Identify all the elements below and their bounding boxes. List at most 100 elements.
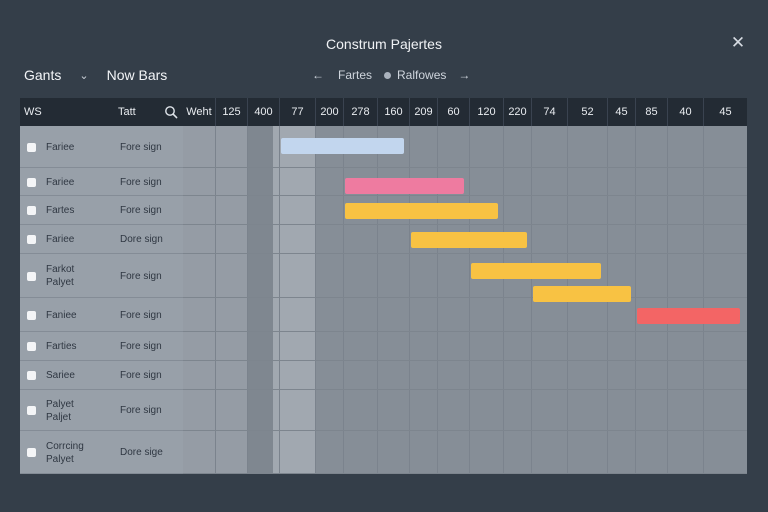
grid-line <box>667 126 668 474</box>
date-header: 125 <box>215 98 247 126</box>
toolbar-center: ← Fartes Ralfowes → <box>312 66 470 84</box>
task-bar[interactable] <box>411 232 527 248</box>
task-bar[interactable] <box>345 203 498 219</box>
table-row[interactable]: Palyet Paljet Fore sign <box>20 390 183 431</box>
table-row[interactable]: Farties Fore sign <box>20 332 183 361</box>
row-task: Fore sign <box>120 205 162 216</box>
grid-line <box>183 224 747 225</box>
row-checkbox[interactable] <box>27 448 36 457</box>
row-task: Fore sign <box>120 405 162 416</box>
row-name-line: Fartes <box>46 205 75 216</box>
date-header: 60 <box>437 98 469 126</box>
grid-line <box>247 126 248 474</box>
row-task: Dore sige <box>120 447 163 458</box>
row-divider <box>20 389 183 390</box>
date-header: 160 <box>377 98 409 126</box>
grid-line <box>531 126 532 474</box>
view-toggle-fartes[interactable]: Fartes <box>338 68 373 82</box>
grid-line <box>469 126 470 474</box>
row-name: Faniee <box>46 309 77 322</box>
grid-line <box>315 126 316 474</box>
row-name: Fariee <box>46 176 74 189</box>
row-checkbox[interactable] <box>27 142 36 152</box>
row-name: Fartes <box>46 204 74 217</box>
grid-line <box>503 126 504 474</box>
date-header: 85 <box>635 98 667 126</box>
table-row[interactable]: Fariee Dore sign <box>20 225 183 254</box>
row-name: Farties <box>46 340 77 353</box>
arrow-left-icon[interactable]: ← <box>312 68 324 82</box>
row-name-line: Farties <box>46 341 77 352</box>
date-header: 200 <box>315 98 343 126</box>
close-icon: ✕ <box>730 33 746 52</box>
row-divider <box>20 195 183 196</box>
window-title: Construm Pajertes <box>326 36 442 52</box>
view-dropdown-label[interactable]: Gants <box>24 67 62 83</box>
chevron-down-icon[interactable]: ⌄ <box>79 69 89 82</box>
row-name: Fariee <box>46 233 74 246</box>
grid-line <box>183 430 747 431</box>
row-name: Palyet Paljet <box>46 398 74 424</box>
arrow-right-icon[interactable]: → <box>458 68 471 82</box>
date-header: 120 <box>469 98 503 126</box>
row-name-line: Fariee <box>46 176 75 188</box>
row-checkbox[interactable] <box>27 342 36 351</box>
row-divider <box>20 297 183 298</box>
date-header: 40 <box>667 98 703 126</box>
table-row[interactable]: Farkot Palyet Fore sign <box>20 254 183 298</box>
row-checkbox[interactable] <box>27 371 36 380</box>
column-header-task[interactable]: Tatt <box>118 106 136 118</box>
table-row[interactable]: Faniee Fore sign <box>20 298 183 332</box>
view-toggle-ralfowes[interactable]: Ralfowes <box>397 68 447 82</box>
table-row[interactable]: Fartes Fore sign <box>20 196 183 225</box>
now-bars-button[interactable]: Now Bars <box>106 67 168 83</box>
grid-line <box>183 253 747 254</box>
row-name-line: Farkot <box>46 264 75 275</box>
table-row[interactable]: Fariee Fore sign <box>20 126 183 168</box>
grid-line <box>343 126 344 474</box>
row-task: Fore sign <box>120 370 162 381</box>
row-task: Fore sign <box>120 176 162 188</box>
table-row[interactable]: Sariee Fore sign <box>20 361 183 390</box>
grid-line <box>635 126 636 474</box>
table-row[interactable]: Fariee Fore sign <box>20 168 183 196</box>
row-checkbox[interactable] <box>27 235 36 244</box>
row-checkbox[interactable] <box>27 406 36 415</box>
row-divider <box>20 473 183 474</box>
row-name-line: Fariee <box>46 141 75 153</box>
grid-line <box>183 167 747 168</box>
row-checkbox[interactable] <box>27 271 36 281</box>
table-row[interactable]: Corrcing Palyet Dore sige <box>20 431 183 474</box>
timeline <box>183 126 747 474</box>
row-checkbox[interactable] <box>27 206 36 215</box>
task-bar[interactable] <box>281 138 405 154</box>
row-name-line: Fariee <box>46 234 75 245</box>
grid-line <box>183 389 747 390</box>
row-task: Dore sign <box>120 234 163 245</box>
grid-line <box>183 331 747 332</box>
task-list: Fariee Fore sign Fariee Fore sign Fartes Fore… <box>20 126 183 474</box>
timeline-shade <box>247 126 273 474</box>
row-divider <box>20 253 183 254</box>
date-header: 52 <box>567 98 607 126</box>
row-name: Corrcing Palyet <box>46 440 84 466</box>
task-bar[interactable] <box>471 263 601 279</box>
grid-line <box>183 195 747 196</box>
close-button[interactable]: ✕ <box>728 33 748 53</box>
date-header: 77 <box>279 98 315 126</box>
row-checkbox[interactable] <box>27 310 36 320</box>
timeline-shade <box>273 126 315 474</box>
grid-line <box>703 126 704 474</box>
task-bar[interactable] <box>345 178 465 194</box>
row-name: Fariee <box>46 141 74 154</box>
grid-line <box>183 473 747 474</box>
column-header-ws[interactable]: WS <box>24 106 42 118</box>
task-bar[interactable] <box>637 308 741 324</box>
search-icon[interactable] <box>164 105 178 119</box>
grid-line <box>377 126 378 474</box>
row-name: Sariee <box>46 369 75 382</box>
row-name-line: Faniee <box>46 309 77 321</box>
toolbar-left: Gants ⌄ Now Bars <box>24 66 167 84</box>
row-checkbox[interactable] <box>27 177 36 187</box>
task-bar[interactable] <box>533 286 631 302</box>
